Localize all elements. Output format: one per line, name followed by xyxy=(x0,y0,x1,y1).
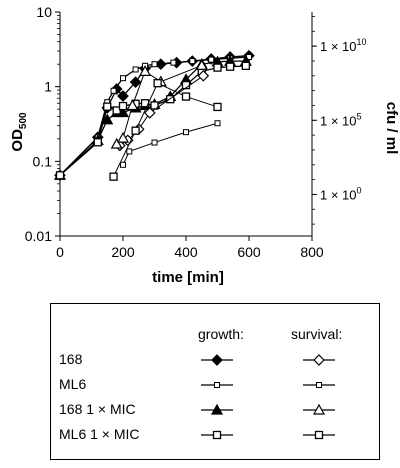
y-axis-left-label-sub: 500 xyxy=(18,112,29,129)
series-7-point xyxy=(181,92,191,101)
legend-ml6-mic-survival-symbol xyxy=(303,430,335,440)
y-axis-right-label: cfu / ml xyxy=(383,102,400,155)
series-2-point xyxy=(101,113,114,125)
series-1-point xyxy=(189,58,196,65)
legend-header-growth: growth: xyxy=(198,326,244,342)
series-5 xyxy=(120,120,221,168)
series-6-point xyxy=(195,59,208,71)
growth-survival-chart: 0 200 400 600 800 10 1 0.1 0.01 1 × 1010 1 × 105 1 … xyxy=(9,4,400,286)
series-6-point xyxy=(110,137,123,149)
legend-label-168-mic: 168 1 × MIC xyxy=(59,401,136,417)
legend-label-ml6-mic: ML6 1 × MIC xyxy=(59,426,140,442)
series-1-point xyxy=(120,75,126,82)
chart-series xyxy=(53,49,255,182)
x-tick-label: 0 xyxy=(56,244,64,260)
legend-marker xyxy=(214,382,220,388)
legend-marker xyxy=(210,403,224,415)
series-4-point xyxy=(197,69,210,82)
y-left-tick-label: 0.01 xyxy=(25,228,52,244)
series-7-line xyxy=(113,82,218,177)
chart-axes: 0 200 400 600 800 10 1 0.1 0.01 1 × 1010 1 × 105 1 … xyxy=(25,4,367,260)
series-1-point xyxy=(170,59,177,66)
y-left-tick-label: 1 xyxy=(44,79,52,95)
series-6-point xyxy=(116,131,130,143)
legend-168-mic-growth-symbol xyxy=(201,403,233,415)
series-7-point xyxy=(109,172,118,181)
series-0-line xyxy=(59,55,250,176)
series-5-point xyxy=(151,139,158,146)
series-0-point xyxy=(129,76,142,88)
x-tick-label: 400 xyxy=(174,244,198,260)
legend: growth: survival: 168 ML6 168 1 × MIC ML… xyxy=(50,303,380,460)
series-5-point xyxy=(120,161,126,168)
series-5-point xyxy=(183,129,189,136)
series-3-point xyxy=(118,101,128,111)
legend-ml6-survival-symbol xyxy=(303,382,335,388)
series-6-point xyxy=(126,99,139,111)
y-right-tick-label: 1 × 100 xyxy=(320,185,362,202)
series-0-point xyxy=(117,90,129,102)
series-3-point xyxy=(225,62,235,71)
series-1-point xyxy=(110,87,117,94)
series-1-point xyxy=(132,66,139,73)
series-1 xyxy=(57,53,252,179)
legend-ml6-growth-symbol xyxy=(201,382,233,388)
legend-168-growth-symbol xyxy=(201,354,233,366)
series-7-point xyxy=(131,126,140,135)
y-left-tick-label: 0.1 xyxy=(33,153,53,169)
series-2 xyxy=(53,54,252,180)
legend-label-168: 168 xyxy=(59,351,83,367)
y-right-tick-label: 1 × 105 xyxy=(320,111,362,128)
legend-marker xyxy=(211,354,223,366)
series-5-point xyxy=(126,148,133,155)
x-axis-label: time [min] xyxy=(152,269,224,286)
series-0 xyxy=(54,49,255,182)
legend-marker xyxy=(316,382,322,388)
legend-marker xyxy=(312,403,326,415)
series-1-point xyxy=(208,56,215,63)
y-right-tick-label: 1 × 1010 xyxy=(320,37,367,54)
series-4-point xyxy=(143,107,156,119)
series-3-point xyxy=(112,106,121,115)
series-7-point xyxy=(153,79,162,88)
legend-marker xyxy=(212,430,222,440)
legend-header-survival: survival: xyxy=(291,326,343,342)
legend-168-survival-symbol xyxy=(303,354,335,366)
series-3-point xyxy=(241,61,251,71)
y-left-tick-label: 10 xyxy=(36,4,52,20)
y-axis-left-label-main: OD xyxy=(9,129,26,152)
legend-marker xyxy=(313,354,325,366)
series-3-point xyxy=(213,63,222,72)
x-tick-label: 800 xyxy=(300,244,324,260)
series-7 xyxy=(109,79,222,181)
series-7-point xyxy=(213,102,222,112)
legend-marker xyxy=(314,430,324,440)
series-6-point xyxy=(139,65,152,76)
series-3-point xyxy=(55,171,65,180)
x-tick-label: 600 xyxy=(237,244,261,260)
series-3-point xyxy=(150,101,159,110)
y-axis-left-label: OD500 xyxy=(9,112,29,152)
x-tick-label: 200 xyxy=(111,244,135,260)
series-2-line xyxy=(59,60,246,176)
series-3-point xyxy=(103,102,112,111)
series-1-line xyxy=(59,56,250,176)
legend-168-mic-survival-symbol xyxy=(303,403,335,415)
series-1-point xyxy=(151,61,158,68)
legend-label-ml6: ML6 xyxy=(59,376,87,392)
series-5-point xyxy=(214,120,221,127)
series-3-point xyxy=(93,138,102,147)
legend-ml6-mic-growth-symbol xyxy=(201,430,233,440)
